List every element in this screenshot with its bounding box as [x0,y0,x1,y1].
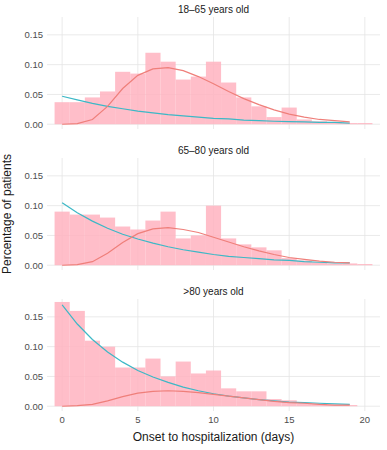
histogram-bar [145,359,160,407]
y-tick-label: 0.15 [25,170,44,181]
histogram-bar [357,264,372,265]
x-tick-label: 5 [135,414,140,425]
histogram-bar [206,62,221,125]
grid-line [289,158,290,270]
histogram-bar [176,80,191,125]
chart: 18–65 years old0.000.050.100.1565–80 yea… [0,0,387,450]
density-line [62,391,350,406]
x-tick-label: 15 [284,414,295,425]
x-tick-label: 10 [208,414,219,425]
histogram-bar [191,235,206,265]
panel: 65–80 years old 0.00 0.05 0.10 0.15 Percentag… [0,145,380,274]
y-tick-label: 0.00 [25,401,44,412]
histogram-bar [206,370,221,406]
grid-line [289,299,290,411]
panel-title: >80 years old [183,286,243,297]
histogram-bar [70,311,85,406]
plot-area [55,302,358,406]
panel: >80 years old 0.00 0.05 0.10 0.15 0 5 10 15 20 Ons… [25,286,381,444]
x-tick-label: 20 [360,414,371,425]
histogram-bar [55,102,70,124]
histogram-bar [55,212,70,266]
plot-area [55,203,373,266]
grid-line [364,299,365,411]
density-line [62,305,350,404]
histogram-bar [251,106,266,124]
grid-line [364,17,365,129]
histogram-bar [100,91,115,124]
density-line [62,228,350,266]
y-tick-label: 0.10 [25,59,44,70]
histogram-bar [236,244,251,265]
histogram-bar [130,74,145,125]
y-tick-label: 0.05 [25,89,44,100]
y-tick-label: 0.10 [25,341,44,352]
histogram-bar [357,123,372,124]
histogram-bar [176,238,191,265]
y-tick-label: 0.15 [25,311,44,322]
grid-line [364,158,365,270]
histogram-bar [266,250,281,265]
histogram-bar [55,302,70,406]
y-tick-label: 0.00 [25,119,44,130]
density-line [62,68,350,125]
plot-area [55,53,373,124]
y-tick-label: 0.05 [25,230,44,241]
panel-title: 18–65 years old [178,4,249,15]
histogram-bar [176,362,191,407]
x-tick-label: 0 [59,414,64,425]
panel: 18–65 years old 0.00 0.05 0.10 0.15 [25,4,381,130]
histogram-bar [161,212,176,266]
histogram-bar [115,368,130,407]
x-axis-title: Onset to hospitalization (days) [133,430,294,444]
panel-title: 65–80 years old [178,145,249,156]
y-axis-title: Percentage of patients [0,154,14,274]
histogram-bar [70,215,85,266]
y-tick-label: 0.10 [25,200,44,211]
density-line [62,96,350,123]
histogram-bar [85,215,100,266]
density-line [62,203,350,263]
histogram-bar [357,406,372,407]
histogram-bar [327,263,342,265]
histogram-bar [85,341,100,407]
y-tick-label: 0.15 [25,29,44,40]
histogram-bar [130,229,145,265]
histogram-bar [282,258,297,265]
y-tick-label: 0.00 [25,260,44,271]
histogram-bar [115,72,130,124]
histogram-bar [342,263,357,265]
y-tick-label: 0.05 [25,371,44,382]
histogram-bar [100,218,115,266]
histogram-bar [70,102,85,124]
histogram-bar [85,97,100,124]
